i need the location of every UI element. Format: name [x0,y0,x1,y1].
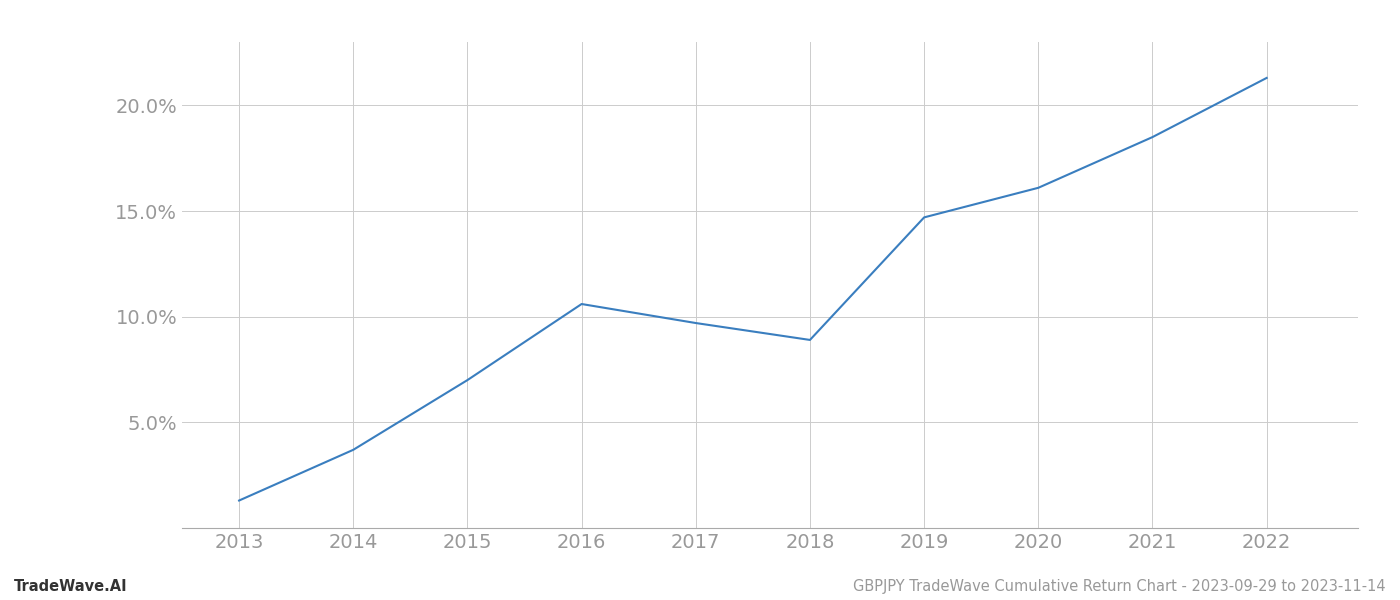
Text: TradeWave.AI: TradeWave.AI [14,579,127,594]
Text: GBPJPY TradeWave Cumulative Return Chart - 2023-09-29 to 2023-11-14: GBPJPY TradeWave Cumulative Return Chart… [854,579,1386,594]
